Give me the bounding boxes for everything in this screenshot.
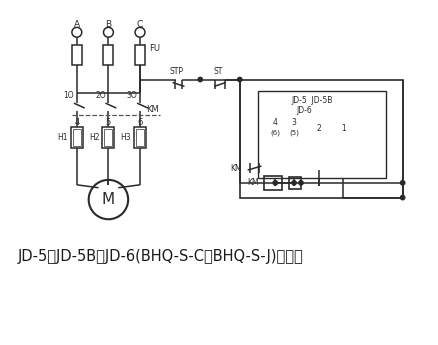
Circle shape <box>72 27 81 37</box>
Text: C: C <box>137 20 143 29</box>
Text: STP: STP <box>169 67 183 76</box>
Text: 2O: 2O <box>95 91 106 100</box>
Text: (6): (6) <box>270 129 279 136</box>
Bar <box>257 91 385 178</box>
Circle shape <box>135 27 145 37</box>
Text: A: A <box>74 20 80 29</box>
Text: JD-5、JD-5B、JD-6(BHQ-S-C、BHQ-S-J)接线图: JD-5、JD-5B、JD-6(BHQ-S-C、BHQ-S-J)接线图 <box>18 249 303 264</box>
Bar <box>103 45 113 65</box>
Circle shape <box>399 181 404 185</box>
Text: (5): (5) <box>289 129 298 136</box>
Text: 3O: 3O <box>127 91 137 100</box>
Text: 4: 4 <box>74 118 79 127</box>
Text: JD-5  JD-5B: JD-5 JD-5B <box>290 96 332 105</box>
Bar <box>134 127 145 148</box>
Text: JD-6: JD-6 <box>295 106 311 115</box>
Text: KM: KM <box>247 178 259 187</box>
Text: KM: KM <box>145 105 158 114</box>
Text: 6: 6 <box>137 118 142 127</box>
Bar <box>104 129 112 146</box>
Bar <box>135 45 145 65</box>
Text: H2: H2 <box>89 133 99 142</box>
Text: 5: 5 <box>106 118 111 127</box>
Circle shape <box>237 77 241 82</box>
Bar <box>136 129 144 146</box>
Text: KM: KM <box>230 164 241 172</box>
Bar <box>289 177 300 189</box>
Circle shape <box>298 181 302 185</box>
Circle shape <box>88 180 128 219</box>
Text: B: B <box>105 20 111 29</box>
Circle shape <box>272 181 277 185</box>
Bar <box>102 127 114 148</box>
Text: 3: 3 <box>291 118 296 127</box>
Circle shape <box>103 27 113 37</box>
Text: M: M <box>102 192 115 207</box>
Circle shape <box>291 181 296 185</box>
Bar <box>72 45 81 65</box>
Text: H3: H3 <box>120 133 131 142</box>
Text: FU: FU <box>148 43 159 52</box>
Bar <box>71 127 83 148</box>
Text: 1O: 1O <box>64 91 74 100</box>
Text: H1: H1 <box>57 133 68 142</box>
Text: ST: ST <box>213 67 222 76</box>
Bar <box>264 176 282 190</box>
Text: 2: 2 <box>316 124 320 133</box>
Bar <box>73 129 81 146</box>
Circle shape <box>399 195 404 200</box>
Circle shape <box>198 77 202 82</box>
Text: 1: 1 <box>340 124 345 133</box>
Bar <box>239 79 402 198</box>
Text: 4: 4 <box>272 118 277 127</box>
